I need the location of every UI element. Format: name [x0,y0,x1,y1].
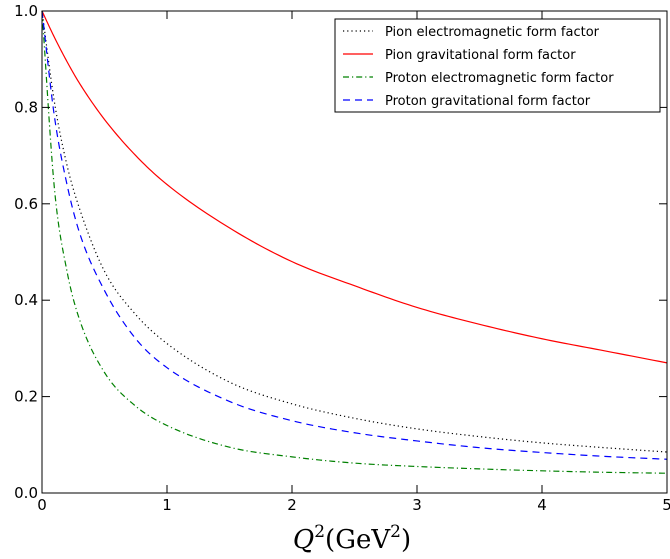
tick-layer: 0 1 2 3 4 5 0.0 0.2 0.4 0.6 0.8 1.0 [14,2,670,514]
y-tick-label: 0.6 [14,195,38,213]
series-line-3 [41,10,668,474]
series-line-1 [41,10,668,453]
y-tick-label: 0.8 [14,98,38,116]
legend-label-1: Pion electromagnetic form factor [385,25,600,40]
series-layer [41,10,668,474]
x-axis-title: Q2(GeV2) [293,522,411,555]
x-tick-label: 0 [37,496,47,514]
x-tick-label: 1 [162,496,172,514]
legend-label-3: Proton electromagnetic form factor [385,71,614,86]
legend-label-4: Proton gravitational form factor [385,94,591,109]
y-tick-label: 1.0 [14,2,38,20]
plot-frame [41,10,668,494]
x-tick-label: 3 [412,496,422,514]
legend: Pion electromagnetic form factor Pion gra… [334,18,661,113]
series-line-2 [41,10,668,364]
y-tick-label: 0.4 [14,291,38,309]
y-tick-label: 0.0 [14,484,38,502]
x-tick-label: 4 [537,496,547,514]
x-tick-label: 2 [287,496,297,514]
legend-box [334,18,661,113]
legend-label-2: Pion gravitational form factor [385,48,576,63]
x-tick-label: 5 [662,496,670,514]
series-line-4 [41,10,668,460]
y-tick-label: 0.2 [14,388,38,406]
